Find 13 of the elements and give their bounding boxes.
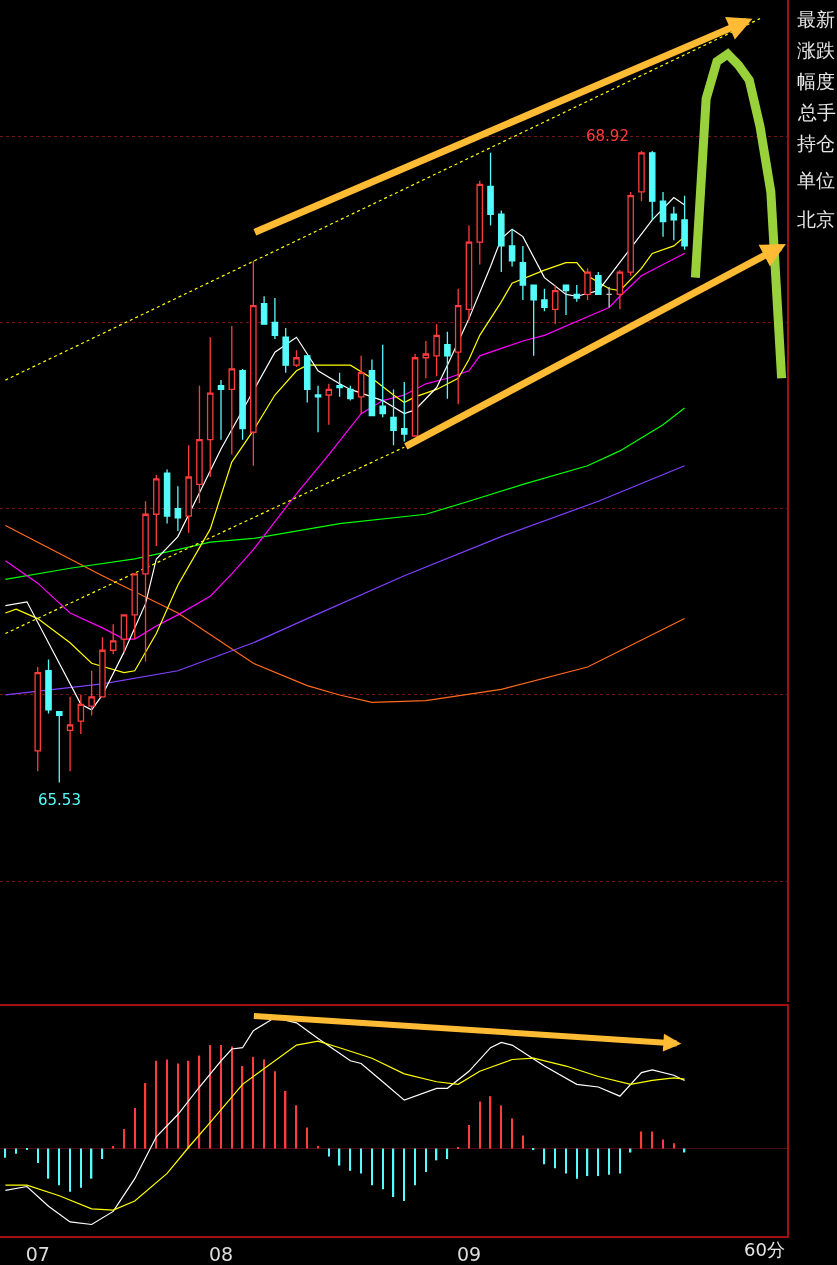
annotation: 65.53 bbox=[38, 791, 81, 809]
text: 幅度 bbox=[797, 70, 835, 92]
x-tick-label: 08 bbox=[208, 1242, 234, 1265]
text: 60分 bbox=[744, 1239, 785, 1260]
x-tick-label: 09 bbox=[456, 1242, 482, 1265]
text: 北京 bbox=[797, 208, 835, 230]
x-tick-label: 07 bbox=[25, 1242, 50, 1265]
annotation: 68.92 bbox=[586, 127, 629, 145]
text: 持仓 bbox=[797, 132, 835, 154]
text: 总手 bbox=[797, 101, 836, 123]
text: 单位 bbox=[797, 169, 835, 191]
text: 涨跌 bbox=[797, 39, 835, 61]
text: 最新 bbox=[797, 8, 835, 30]
